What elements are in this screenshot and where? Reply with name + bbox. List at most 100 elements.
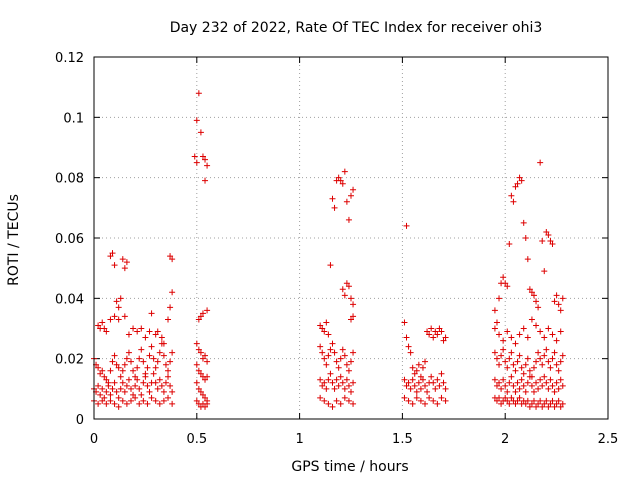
data-point: [403, 382, 410, 389]
data-point: [204, 307, 211, 314]
data-point: [132, 394, 139, 401]
data-point: [549, 397, 556, 404]
chart-title: Day 232 of 2022, Rate Of TEC Index for r…: [170, 20, 543, 36]
data-point: [193, 361, 200, 368]
data-point: [417, 397, 424, 404]
data-point: [426, 394, 433, 401]
data-point: [539, 403, 546, 410]
data-point: [169, 349, 176, 356]
data-point: [165, 316, 172, 323]
data-point: [165, 394, 172, 401]
data-point: [432, 328, 439, 335]
data-point: [323, 361, 330, 368]
data-point: [551, 298, 558, 305]
data-point: [162, 361, 169, 368]
data-point: [191, 153, 198, 160]
data-point: [496, 295, 503, 302]
data-point: [152, 331, 159, 338]
data-point: [337, 355, 344, 362]
data-point: [512, 340, 519, 347]
data-point: [140, 358, 147, 365]
data-point: [557, 403, 564, 410]
data-point: [496, 361, 503, 368]
data-point: [559, 382, 566, 389]
data-point: [317, 343, 324, 350]
data-point: [169, 256, 176, 263]
data-point: [442, 334, 449, 341]
data-point: [526, 286, 533, 293]
data-point: [533, 298, 540, 305]
data-point: [103, 400, 110, 407]
data-point: [111, 352, 118, 359]
data-point: [323, 385, 330, 392]
data-point: [160, 388, 167, 395]
data-point: [541, 400, 548, 407]
data-point: [345, 382, 352, 389]
y-tick-label: 0.06: [55, 232, 84, 247]
data-point: [169, 289, 176, 296]
data-point: [152, 379, 159, 386]
data-point: [553, 379, 560, 386]
data-point: [146, 388, 153, 395]
data-point: [345, 367, 352, 374]
data-point: [195, 316, 202, 323]
data-point: [405, 343, 412, 350]
data-point: [533, 322, 540, 329]
data-point: [350, 400, 357, 407]
y-axis-title: ROTI / TECUs: [6, 194, 22, 286]
data-point: [493, 397, 500, 404]
data-point: [160, 352, 167, 359]
data-point: [491, 349, 498, 356]
data-point: [510, 382, 517, 389]
data-point: [553, 292, 560, 299]
data-point: [417, 373, 424, 380]
data-point: [500, 274, 507, 281]
data-point: [195, 385, 202, 392]
data-point: [167, 253, 174, 260]
x-axis-title: GPS time / hours: [291, 459, 408, 475]
x-tick-label: 1: [295, 432, 303, 447]
data-point: [162, 379, 169, 386]
data-point: [169, 388, 176, 395]
data-point: [331, 349, 338, 356]
data-point: [136, 400, 143, 407]
data-point: [97, 370, 104, 377]
data-point: [524, 397, 531, 404]
data-point: [502, 382, 509, 389]
data-point: [119, 256, 126, 263]
data-point: [140, 397, 147, 404]
data-point: [121, 265, 128, 272]
data-point: [329, 403, 336, 410]
data-point: [107, 367, 114, 374]
data-point: [409, 376, 416, 383]
data-point: [202, 352, 209, 359]
data-point: [502, 358, 509, 365]
data-point: [508, 373, 515, 380]
data-point: [537, 328, 544, 335]
data-point: [154, 328, 161, 335]
data-point: [325, 400, 332, 407]
data-point: [199, 391, 206, 398]
data-point: [327, 346, 334, 353]
data-point: [123, 400, 130, 407]
data-point: [158, 340, 165, 347]
data-point: [348, 316, 354, 323]
data-point: [530, 397, 537, 404]
data-point: [405, 397, 412, 404]
data-point: [547, 238, 554, 245]
data-point: [549, 382, 556, 389]
data-point: [142, 373, 149, 380]
data-point: [415, 361, 422, 368]
data-point: [109, 250, 116, 257]
data-point: [530, 364, 537, 371]
data-point: [403, 222, 410, 229]
data-point: [508, 334, 515, 341]
data-point: [438, 370, 445, 377]
data-point: [401, 394, 408, 401]
data-point: [115, 304, 122, 311]
data-point: [327, 262, 334, 269]
data-point: [530, 388, 537, 395]
data-point: [537, 397, 544, 404]
data-point: [440, 337, 447, 344]
data-point: [518, 177, 525, 184]
